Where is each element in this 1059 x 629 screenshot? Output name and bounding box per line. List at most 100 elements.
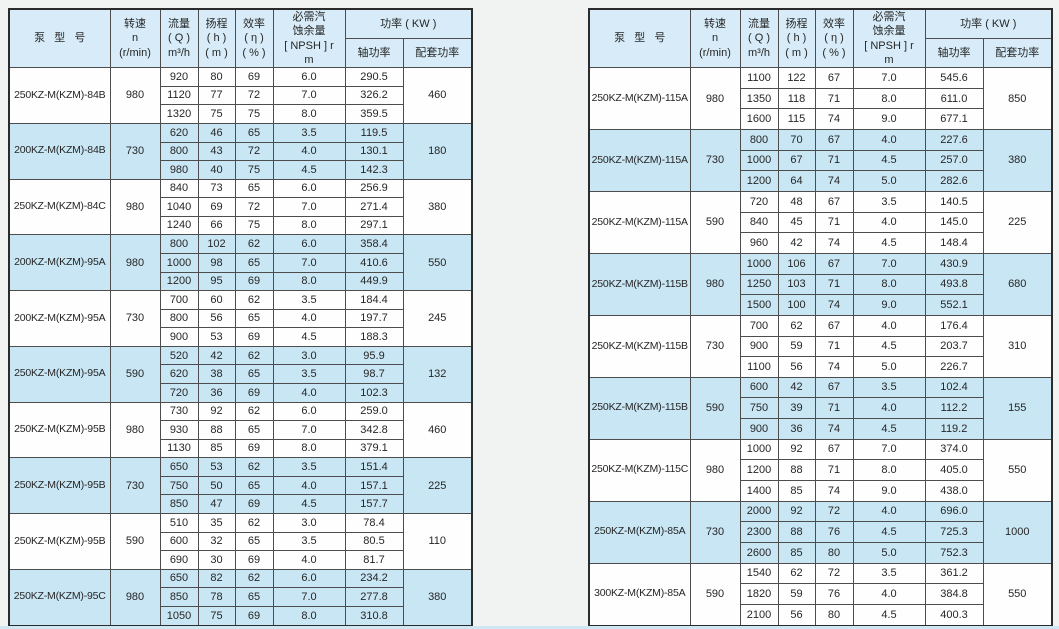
table-row: 900 36 74 4.5 119.2: [589, 418, 1052, 440]
efficiency-cell: 69: [234, 383, 274, 403]
table-row: 1200 88 71 8.0 405.0: [589, 459, 1052, 481]
table-row: 1350 118 71 8.0 611.0: [589, 87, 1052, 110]
flow-cell: 800: [159, 234, 199, 254]
npsh-cell: 4.0: [852, 211, 926, 234]
npsh-cell: 4.0: [272, 475, 346, 496]
head-cell: 60: [197, 290, 236, 310]
efficiency-cell: 71: [814, 397, 854, 420]
npsh-cell: 9.0: [852, 294, 926, 316]
flow-cell: 1040: [159, 197, 199, 217]
npsh-cell: 3.5: [852, 376, 926, 399]
matching-power-cell: 1000: [982, 500, 1053, 564]
efficiency-cell: 72: [814, 562, 854, 585]
shaft-power-cell: 384.8: [924, 583, 984, 605]
head-cell: 98: [197, 252, 236, 273]
npsh-cell: 3.5: [272, 457, 346, 477]
table-row: 800 56 65 4.0 197.7: [9, 308, 472, 329]
efficiency-cell: 65: [234, 475, 274, 496]
flow-cell: 840: [739, 211, 779, 234]
header-matching-power: 配套功率: [402, 37, 473, 69]
model-cell: 250KZ-M(KZM)-115A: [588, 129, 691, 193]
flow-cell: 1200: [159, 271, 199, 292]
shaft-power-cell: 188.3: [344, 327, 404, 347]
flow-cell: 620: [159, 364, 199, 385]
efficiency-cell: 65: [234, 531, 274, 552]
head-cell: 64: [777, 170, 816, 193]
shaft-power-cell: 95.9: [344, 345, 404, 366]
flow-cell: 1000: [739, 149, 779, 172]
header-row-top: 泵 型 号 转速 n (r/min) 流量 ( Q ) m³/h 扬程 ( h …: [588, 8, 1053, 69]
efficiency-cell: 75: [234, 160, 274, 180]
header-npsh: 必需汽 蚀余量 [ NPSH ] r m: [272, 8, 346, 69]
shaft-power-cell: 400.3: [924, 603, 984, 627]
flow-cell: 1250: [739, 273, 779, 296]
matching-power-cell: 225: [402, 457, 473, 515]
matching-power-cell: 680: [982, 252, 1053, 316]
shaft-power-cell: 752.3: [924, 541, 984, 564]
table-row: 1200 95 69 8.0 449.9: [9, 271, 472, 292]
flow-cell: 650: [159, 457, 199, 477]
shaft-power-cell: 277.8: [344, 587, 404, 607]
flow-cell: 1540: [739, 562, 779, 585]
efficiency-cell: 62: [234, 345, 274, 366]
npsh-cell: 5.0: [852, 541, 926, 564]
table-row: 2600 85 80 5.0 752.3: [589, 541, 1052, 564]
matching-power-cell: 380: [402, 178, 473, 236]
model-cell: 250KZ-M(KZM)-95B: [8, 457, 111, 515]
table-row: 250KZ-M(KZM)-95B 730 650 53 62 3.5 151.4 225: [8, 457, 473, 515]
header-matching-power: 配套功率: [982, 37, 1053, 69]
efficiency-cell: 72: [234, 141, 274, 162]
head-cell: 80: [197, 67, 236, 87]
head-cell: 88: [197, 420, 236, 440]
efficiency-cell: 65: [234, 364, 274, 385]
head-cell: 35: [197, 513, 236, 533]
header-head: 扬程 ( h ) ( m ): [777, 8, 816, 69]
head-cell: 56: [197, 308, 236, 329]
head-cell: 42: [197, 345, 236, 366]
table-row: 1500 100 74 9.0 552.1: [589, 294, 1052, 316]
table-row: 1600 115 74 9.0 677.1: [589, 108, 1052, 131]
npsh-cell: 4.0: [852, 397, 926, 420]
npsh-cell: 3.5: [272, 531, 346, 552]
header-model: 泵 型 号: [588, 8, 691, 69]
table-row: 720 36 69 4.0 102.3: [9, 383, 472, 403]
speed-cell: 730: [109, 290, 161, 347]
efficiency-cell: 80: [814, 603, 854, 627]
flow-cell: 1050: [159, 605, 199, 627]
npsh-cell: 6.0: [272, 178, 346, 199]
shaft-power-cell: 725.3: [924, 521, 984, 543]
table-header: 泵 型 号 转速 n (r/min) 流量 ( Q ) m³/h 扬程 ( h …: [588, 8, 1053, 69]
flow-cell: 900: [739, 418, 779, 440]
header-flow: 流量 ( Q ) m³/h: [159, 8, 199, 69]
table-row: 1130 85 69 8.0 379.1: [9, 438, 472, 459]
head-cell: 102: [197, 234, 236, 254]
shaft-power-cell: 493.8: [924, 273, 984, 296]
npsh-cell: 7.0: [272, 587, 346, 607]
matching-power-cell: 245: [402, 290, 473, 347]
matching-power-cell: 550: [402, 234, 473, 292]
efficiency-cell: 62: [234, 290, 274, 310]
efficiency-cell: 71: [814, 459, 854, 481]
efficiency-cell: 74: [814, 480, 854, 502]
matching-power-cell: 155: [982, 376, 1053, 440]
table-row: 200KZ-M(KZM)-95A 980 800 102 62 6.0 358.4 550: [8, 234, 473, 292]
npsh-cell: 6.0: [272, 234, 346, 254]
head-cell: 40: [197, 160, 236, 180]
flow-cell: 900: [159, 327, 199, 347]
efficiency-cell: 74: [814, 418, 854, 440]
matching-power-cell: 850: [982, 67, 1053, 131]
efficiency-cell: 71: [814, 87, 854, 110]
shaft-power-cell: 326.2: [344, 85, 404, 106]
speed-cell: 980: [689, 438, 741, 502]
npsh-cell: 8.0: [272, 104, 346, 124]
shaft-power-cell: 80.5: [344, 531, 404, 552]
npsh-cell: 7.0: [272, 420, 346, 440]
head-cell: 70: [777, 129, 816, 151]
table-row: 840 45 71 4.0 145.0: [589, 211, 1052, 234]
table-header: 泵 型 号 转速 n (r/min) 流量 ( Q ) m³/h 扬程 ( h …: [8, 8, 473, 69]
head-cell: 53: [197, 457, 236, 477]
head-cell: 85: [777, 480, 816, 502]
shaft-power-cell: 552.1: [924, 294, 984, 316]
flow-cell: 600: [739, 376, 779, 399]
head-cell: 88: [777, 521, 816, 543]
